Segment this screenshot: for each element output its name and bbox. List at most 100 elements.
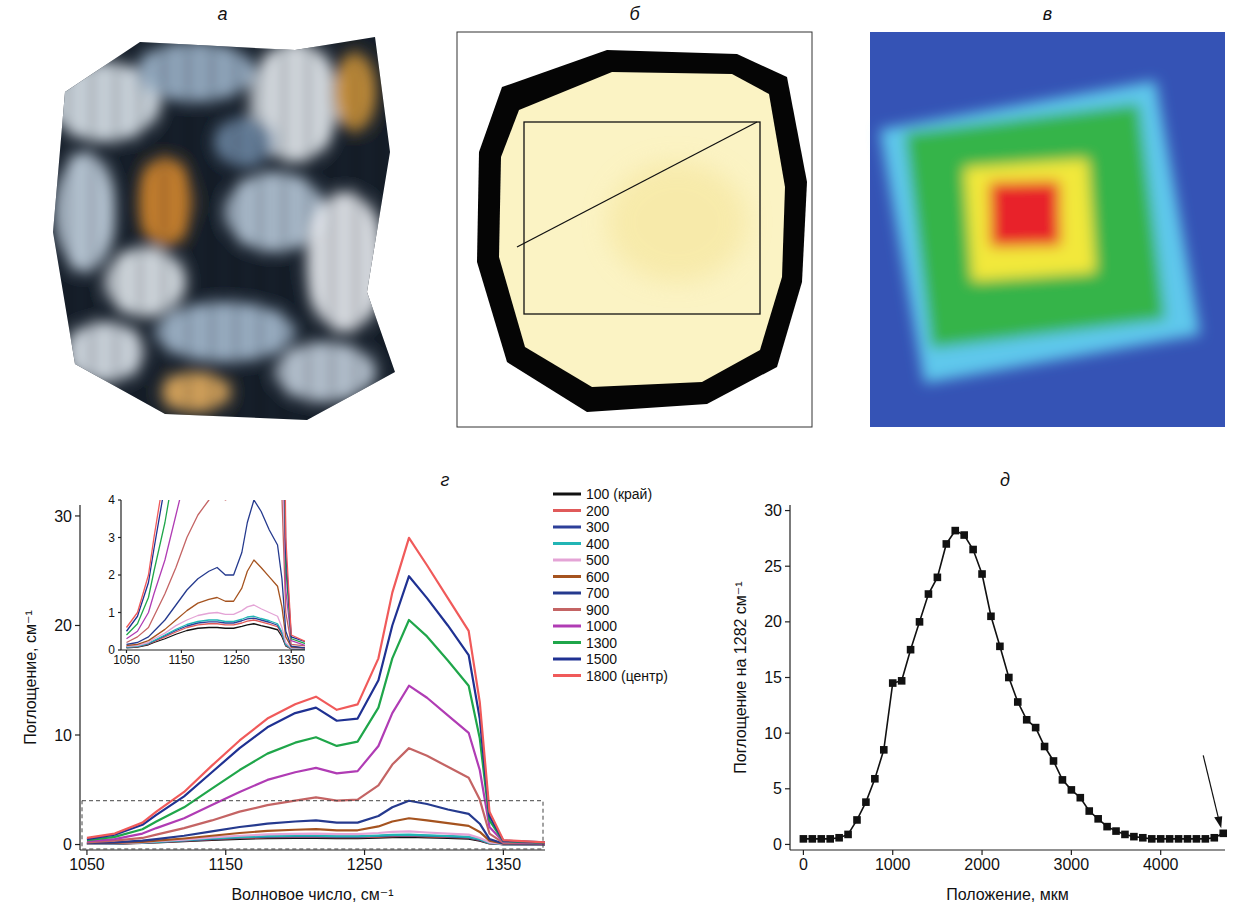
- y-tick: [785, 788, 790, 789]
- intensity-map: [880, 81, 1200, 383]
- legend-label: 100 (край): [586, 486, 652, 502]
- x-tick: [981, 850, 982, 855]
- arrow-head: [1214, 816, 1222, 828]
- data-point: [844, 831, 852, 839]
- x-tick-label: 1150: [209, 856, 244, 873]
- legend-swatch: [553, 509, 581, 512]
- pattern-patch: [55, 152, 115, 272]
- legend-swatch: [553, 608, 581, 611]
- legend-label: 900: [586, 602, 610, 618]
- y-tick: [118, 537, 121, 538]
- data-point: [1219, 830, 1227, 838]
- data-point: [1210, 834, 1218, 842]
- legend-swatch: [553, 641, 581, 644]
- image-panel: [50, 32, 395, 427]
- legend-label: 1500: [586, 651, 617, 667]
- profile-line: [517, 122, 757, 247]
- data-point: [1121, 831, 1129, 839]
- x-tick: [225, 850, 226, 855]
- data-point: [1148, 835, 1156, 843]
- map-level: [905, 104, 1166, 348]
- panel-letter: а: [217, 4, 227, 24]
- streak: [257, 32, 263, 427]
- data-point: [871, 775, 879, 783]
- data-point: [916, 618, 924, 626]
- y-tick-label: 30: [54, 508, 72, 525]
- x-tick: [892, 850, 893, 855]
- x-tick-label: 1050: [113, 653, 140, 667]
- data-point: [1157, 835, 1165, 843]
- chart-g: г105011501250135001020301050115012501350…: [22, 0, 668, 903]
- x-axis-title: Волновое число, см⁻¹: [231, 886, 393, 903]
- legend-label: 400: [586, 536, 610, 552]
- data-point: [1139, 834, 1147, 842]
- y-tick: [75, 844, 80, 845]
- x-axis-title: Положение, мкм: [946, 886, 1068, 903]
- data-point: [853, 816, 861, 824]
- plot-marks: [800, 527, 1227, 843]
- legend-label: 600: [586, 569, 610, 585]
- y-tick: [785, 510, 790, 511]
- x-tick: [364, 850, 365, 855]
- x-tick-label: 3000: [1054, 856, 1090, 873]
- crystal-pattern: [50, 32, 385, 427]
- spectrum-line: [87, 831, 545, 844]
- legend-swatch: [553, 559, 581, 562]
- y-tick: [118, 574, 121, 575]
- inset-spectrum-line: [126, 500, 305, 644]
- x-tick-label: 1050: [69, 856, 105, 873]
- x-tick-label: 0: [799, 856, 808, 873]
- streak: [137, 32, 143, 427]
- data-point: [1085, 807, 1093, 815]
- panel-frame: [457, 32, 812, 427]
- y-axis-line: [79, 505, 80, 850]
- y-tick: [118, 612, 121, 613]
- legend-label: 1800 (центр): [586, 668, 668, 684]
- y-tick-label: 10: [764, 725, 782, 742]
- y-axis-title: Поглощение на 1282 см⁻¹: [732, 581, 749, 773]
- streak: [89, 32, 95, 427]
- sample-tint: [607, 162, 747, 282]
- y-tick-label: 0: [773, 836, 782, 853]
- panel-letter: г: [441, 470, 450, 490]
- data-point: [1094, 815, 1102, 823]
- data-point: [835, 834, 843, 842]
- streak: [113, 32, 119, 427]
- profile-line: [803, 531, 1223, 839]
- legend-swatch: [553, 674, 581, 677]
- y-tick: [75, 734, 80, 735]
- data-point: [809, 835, 817, 843]
- data-point: [862, 798, 870, 806]
- legend-swatch: [553, 493, 581, 496]
- y-tick-label: 25: [764, 558, 782, 575]
- legend-label: 300: [586, 519, 610, 535]
- y-tick: [118, 499, 121, 500]
- data-point: [1184, 835, 1192, 843]
- data-point: [1202, 835, 1210, 843]
- data-point: [1014, 698, 1022, 706]
- data-point: [943, 540, 951, 548]
- y-tick-label: 0: [108, 643, 115, 657]
- x-tick: [803, 850, 804, 855]
- y-tick: [75, 625, 80, 626]
- x-axis-line: [80, 849, 545, 850]
- map-level: [964, 159, 1096, 281]
- data-point: [969, 546, 977, 554]
- x-tick-label: 1250: [223, 653, 250, 667]
- data-point: [1041, 743, 1049, 751]
- spectrum-line: [87, 686, 545, 844]
- panel-letter: в: [1043, 4, 1052, 24]
- data-point: [898, 677, 906, 685]
- data-point: [1005, 674, 1013, 682]
- y-tick: [785, 844, 790, 845]
- streak: [281, 32, 287, 427]
- x-tick-label: 1350: [278, 653, 305, 667]
- legend-label: 500: [586, 552, 610, 568]
- legend-swatch: [553, 526, 581, 529]
- streak: [209, 32, 215, 427]
- x-tick: [503, 850, 504, 855]
- data-point: [880, 746, 888, 754]
- data-point: [907, 646, 915, 654]
- data-point: [1032, 724, 1040, 732]
- data-point: [889, 679, 897, 687]
